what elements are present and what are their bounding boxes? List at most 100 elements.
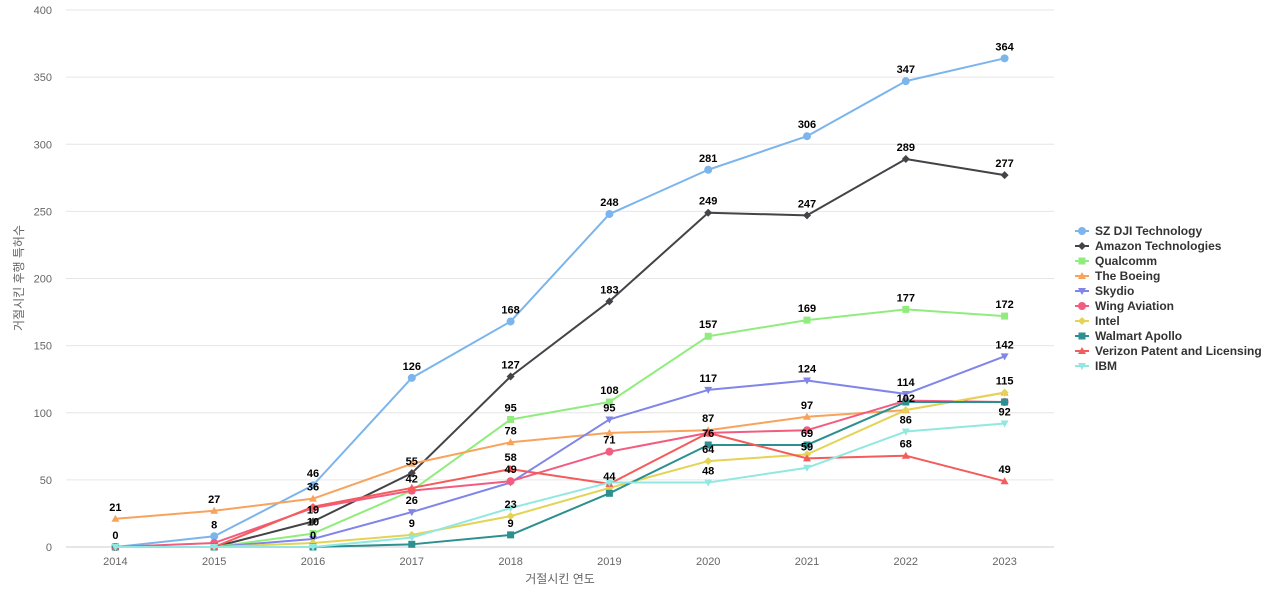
legend-marker [1078,302,1086,310]
data-label: 44 [603,471,616,483]
data-point [407,373,416,382]
data-point [408,540,416,548]
data-label: 59 [801,441,813,453]
data-label: 9 [409,518,415,530]
data-label: 48 [702,466,714,478]
legend-item[interactable]: Verizon Patent and Licensing [1075,344,1262,358]
data-point [309,481,317,490]
data-label: 102 [897,393,915,405]
data-point [704,457,713,466]
data-label: 23 [504,499,516,511]
data-label: 86 [900,415,912,427]
legend-item[interactable]: IBM [1075,359,1117,373]
data-label: 108 [600,385,618,397]
legend-marker [1078,288,1086,295]
x-tick-label: 2015 [202,556,226,568]
data-point [111,514,120,522]
data-point [803,450,811,459]
data-label: 117 [699,373,717,385]
series-line [115,308,1005,548]
series-the-boeing [111,388,1009,522]
x-tick-label: 2019 [597,556,621,568]
data-label: 183 [600,284,618,296]
x-tick-label: 2016 [301,556,325,568]
data-point [1000,54,1009,63]
data-label: 58 [504,452,516,464]
series-walmart-apollo [111,398,1009,551]
series-ibm [111,420,1009,551]
data-point [803,454,811,462]
data-point [704,386,713,394]
data-label: 97 [801,400,813,412]
data-label: 49 [504,464,516,476]
data-point [803,412,811,420]
data-point [506,465,515,473]
x-tick-label: 2020 [696,556,720,568]
legend-label: IBM [1095,359,1117,373]
data-point [704,428,713,436]
legend-item[interactable]: Wing Aviation [1075,299,1174,313]
data-point [407,469,416,478]
data-label: 157 [699,319,717,331]
x-tick-label: 2018 [498,556,522,568]
data-point [605,210,614,219]
series-line [115,431,1005,548]
data-point [803,211,811,220]
data-label: 26 [406,495,418,507]
data-point [309,544,317,551]
data-point [704,479,713,487]
legend-label: Qualcomm [1095,254,1157,268]
data-point [1000,388,1009,397]
data-label: 0 [310,530,316,542]
data-point [309,502,317,510]
y-tick-label: 350 [34,72,52,84]
data-point [1000,171,1009,180]
legend-label: Amazon Technologies [1095,239,1222,253]
data-point [506,317,515,326]
data-label: 46 [307,468,319,480]
data-point [111,544,120,551]
legend-label: Intel [1095,314,1120,328]
data-label: 36 [307,482,319,494]
data-point [605,398,613,406]
legend-item[interactable]: Walmart Apollo [1075,329,1182,343]
data-label: 27 [208,494,220,506]
legend-marker [1078,317,1086,325]
x-tick-label: 2017 [400,556,424,568]
legend-item[interactable]: SZ DJI Technology [1075,224,1202,238]
series-layer [111,54,1009,551]
data-label: 364 [995,41,1014,53]
data-point [901,77,910,86]
legend-marker [1078,347,1086,354]
data-point [605,297,614,306]
legend-item[interactable]: Skydio [1075,284,1134,298]
legend-item[interactable]: Amazon Technologies [1075,239,1222,253]
legend-item[interactable]: The Boeing [1075,269,1160,283]
data-label: 115 [996,376,1014,388]
legend-label: SZ DJI Technology [1095,224,1202,238]
data-point [704,208,713,217]
data-point [407,483,416,491]
data-point [803,426,811,435]
legend-label: Skydio [1095,284,1134,298]
legend-marker [1078,227,1086,235]
data-point [605,447,614,456]
data-point [704,332,712,340]
data-point [210,544,219,551]
data-point [704,441,712,449]
x-tick-label: 2023 [992,556,1016,568]
series-line [115,355,1005,548]
data-label: 9 [508,518,514,530]
data-point [506,477,515,486]
legend-label: Wing Aviation [1095,299,1174,313]
data-point [901,428,910,436]
data-label: 277 [995,158,1013,170]
data-point [901,451,910,459]
legend-marker [1078,272,1086,279]
legend-item[interactable]: Qualcomm [1075,254,1157,268]
data-label: 95 [603,402,615,414]
legend-item[interactable]: Intel [1075,314,1120,328]
series-skydio [111,353,1009,551]
data-label: 114 [897,377,916,389]
